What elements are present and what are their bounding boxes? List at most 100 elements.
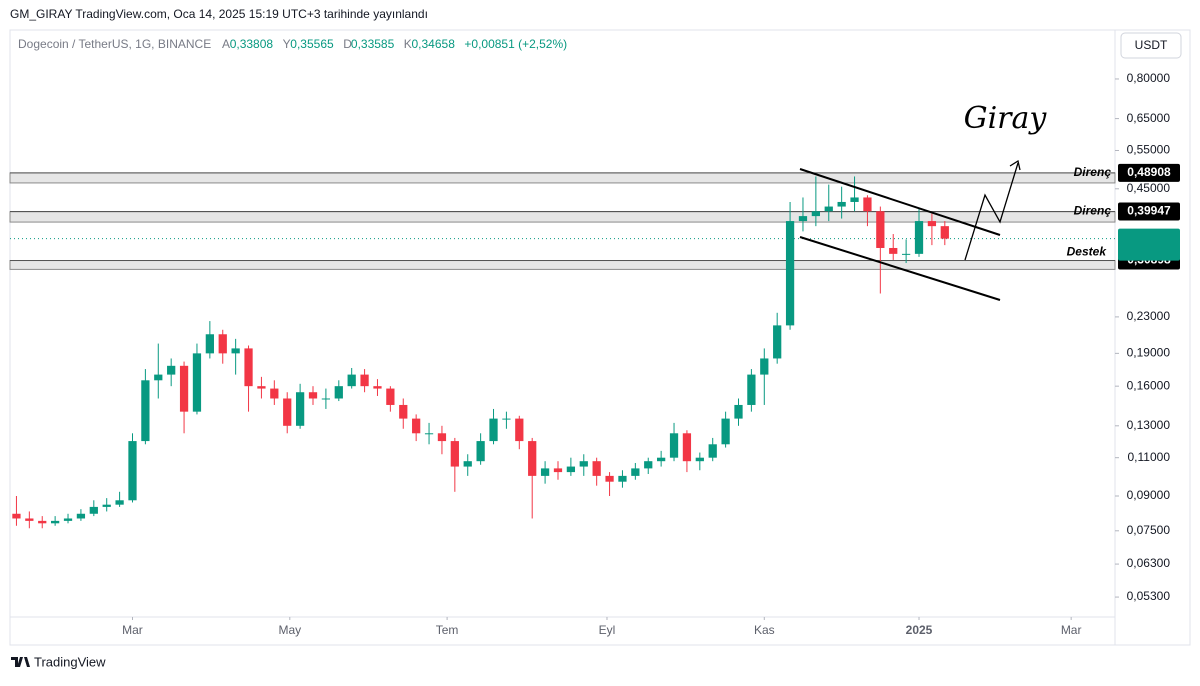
- candle-body: [837, 201, 846, 207]
- candle-body: [76, 513, 86, 519]
- candle-body: [12, 513, 21, 519]
- candle-body: [850, 197, 859, 202]
- candle-body: [773, 325, 782, 359]
- candle-body: [244, 348, 253, 387]
- candle-body: [695, 457, 704, 462]
- currency-button[interactable]: [1120, 32, 1182, 59]
- ohlc-value: 0,34658: [412, 37, 456, 51]
- candle-body: [154, 374, 163, 381]
- candle-body: [721, 418, 730, 445]
- candle-body: [682, 433, 692, 462]
- symbol: Dogecoin / TetherUS, 1G, BINANCE: [18, 37, 211, 51]
- candle-body: [605, 475, 614, 482]
- candle-body: [592, 461, 601, 476]
- candle-body: [657, 457, 666, 462]
- candle-body: [489, 418, 498, 442]
- candle-body: [102, 504, 111, 507]
- candle-body: [231, 348, 240, 354]
- candle-body: [798, 216, 808, 222]
- candle-body: [889, 247, 898, 254]
- level-name: Destek: [1067, 245, 1108, 259]
- y-tick-label: 0,05300: [1127, 589, 1171, 603]
- candle-body: [373, 386, 382, 389]
- candle-body: [669, 433, 679, 458]
- ohlc-key: D: [343, 37, 352, 51]
- brand: TradingView: [11, 654, 106, 669]
- brand-logo: [11, 657, 30, 667]
- y-tick-label: 0,55000: [1127, 143, 1171, 157]
- level-label-box: [1118, 163, 1180, 182]
- x-tick-label: Mar: [122, 623, 143, 637]
- level-zone: [9, 172, 1116, 184]
- candle-body: [25, 518, 34, 521]
- y-tick-label: 0,06300: [1127, 556, 1171, 570]
- brand-name: TradingView: [34, 654, 106, 669]
- candle-body: [270, 388, 279, 399]
- candle-body: [876, 211, 885, 248]
- y-tick-label: 0,45000: [1127, 181, 1171, 195]
- chart-frame: [9, 29, 1191, 646]
- candle-body: [437, 433, 447, 442]
- signature: Giray: [964, 101, 1048, 136]
- last-price-box: [1118, 228, 1180, 261]
- y-tick-label: 0,19000: [1127, 346, 1171, 360]
- y-tick-label: 0,23000: [1127, 309, 1171, 323]
- level-zone: [9, 211, 1116, 223]
- ohlc-value: 0,33808: [230, 37, 274, 51]
- ohlc-key: Y: [283, 37, 291, 51]
- candle-body: [128, 441, 137, 501]
- candle-body: [760, 358, 769, 375]
- y-tick-label: 0,13000: [1127, 418, 1171, 432]
- candle-body: [347, 374, 356, 387]
- candle-body: [476, 441, 485, 462]
- candle-body: [167, 365, 176, 375]
- channel-bottom: [799, 236, 1001, 301]
- candle-body: [179, 365, 189, 412]
- candle-body: [450, 441, 459, 467]
- publisher-line: GM_GIRAY TradingView.com, Oca 14, 2025 1…: [10, 7, 428, 21]
- level-name: Direnç: [1074, 165, 1112, 179]
- candle-body: [412, 418, 421, 434]
- candles: [12, 176, 949, 529]
- candle-body: [708, 444, 717, 458]
- level-zone: [9, 260, 1116, 270]
- candle-body: [631, 468, 640, 476]
- axes: 0,80000 0,65000 0,55000 0,45000 0,23000 0,190…: [122, 71, 1170, 637]
- candle-body: [540, 468, 550, 476]
- level-label-box: [1118, 202, 1180, 221]
- candle-body: [824, 206, 833, 212]
- candle-body: [334, 386, 343, 399]
- candle-body: [63, 518, 73, 521]
- candle-body: [618, 475, 627, 482]
- candle-body: [360, 374, 369, 387]
- candle-body: [295, 392, 305, 426]
- candle-body: [914, 221, 924, 254]
- candle-body: [644, 461, 653, 469]
- candle-body: [115, 500, 124, 505]
- candle-body: [901, 253, 911, 255]
- ohlc-key: A: [222, 37, 230, 51]
- ohlc-key: K: [404, 37, 412, 51]
- channel-top: [799, 168, 1001, 236]
- y-tick-label: 0,11000: [1128, 450, 1171, 464]
- level-label: 0,39947: [1127, 204, 1171, 218]
- candle-body: [308, 392, 318, 399]
- candle-body: [205, 334, 214, 354]
- candle-body: [283, 398, 292, 426]
- candle-body: [785, 221, 795, 326]
- y-tick-label: 0,09000: [1127, 488, 1171, 502]
- y-tick-label: 0,65000: [1127, 111, 1171, 125]
- candle-body: [463, 461, 472, 467]
- drawings: [799, 159, 1021, 301]
- candle-body: [502, 418, 511, 420]
- candle-body: [218, 334, 227, 354]
- candle-body: [89, 506, 98, 514]
- y-tick-label: 0,07500: [1127, 523, 1171, 537]
- ohlc-value: 0,35565: [290, 37, 334, 51]
- candle-body: [528, 441, 537, 476]
- candle-body: [386, 388, 395, 405]
- y-tick-label: 0,80000: [1127, 71, 1171, 85]
- candle-body: [515, 418, 524, 442]
